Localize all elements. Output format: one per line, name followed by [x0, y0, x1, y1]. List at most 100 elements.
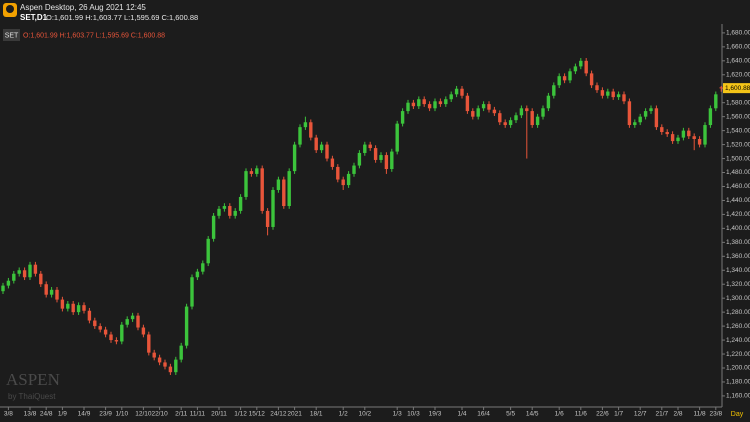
- candle-body: [271, 189, 275, 227]
- candle-body: [654, 108, 659, 128]
- candle-body: [697, 139, 702, 145]
- candle-body: [49, 289, 54, 295]
- candle-body: [17, 270, 21, 274]
- candle-body: [670, 134, 675, 142]
- candle-body: [471, 111, 475, 117]
- app-icon-mark: [6, 5, 14, 13]
- candle-body: [427, 104, 432, 109]
- y-tick-label: 1,360.00: [726, 253, 750, 260]
- x-tick-label: 1/7: [614, 411, 623, 418]
- candle-body: [211, 215, 216, 239]
- candle-body: [168, 366, 173, 373]
- x-tick-label: 22/10: [151, 411, 168, 418]
- candle-body: [616, 94, 621, 98]
- candle-body: [206, 238, 210, 264]
- x-tick-label: 20/11: [211, 411, 227, 418]
- x-tick-label: 1/2: [339, 411, 348, 418]
- candle-body: [595, 85, 599, 91]
- candle-body: [481, 104, 486, 109]
- x-tick-label: 11/11: [190, 411, 206, 418]
- candle-body: [433, 101, 437, 109]
- candle-body: [260, 168, 264, 211]
- candle-body: [217, 208, 221, 216]
- candle-body: [195, 271, 200, 278]
- candle-body: [255, 168, 259, 174]
- candle-body: [681, 130, 686, 138]
- candle-body: [233, 210, 237, 216]
- candle-body: [454, 88, 459, 95]
- candle-body: [141, 327, 146, 335]
- candle-body: [514, 115, 518, 121]
- x-tick-label: 12/7: [634, 411, 647, 418]
- last-price-box: [723, 83, 750, 94]
- legend-symbol: SET: [5, 32, 19, 39]
- candle-body: [1, 285, 5, 292]
- y-tick-label: 1,640.00: [726, 58, 750, 65]
- candle-body: [314, 137, 318, 151]
- candle-body: [476, 108, 480, 117]
- y-tick-label: 1,380.00: [726, 239, 750, 246]
- x-tick-label: 24/8: [40, 411, 53, 418]
- x-tick-label: 10/2: [358, 411, 371, 418]
- y-tick-label: 1,300.00: [726, 295, 750, 302]
- candle-body: [98, 326, 102, 330]
- candle-body: [76, 305, 81, 313]
- candle-body: [71, 303, 75, 313]
- x-tick-label: 11/8: [694, 411, 707, 418]
- candle-body: [368, 144, 372, 149]
- x-tick-label: 3/8: [4, 411, 13, 418]
- candle-body: [55, 289, 59, 300]
- x-tick-label: 1/6: [555, 411, 564, 418]
- x-tick-label: 1/10: [115, 411, 128, 418]
- candle-body: [638, 116, 642, 123]
- x-tick-label: 14/5: [526, 411, 539, 418]
- candle-body: [44, 284, 48, 295]
- candle-body: [265, 210, 270, 227]
- candle-body: [546, 95, 551, 109]
- x-tick-label: 2021: [287, 411, 302, 418]
- x-tick-label: 1/4: [457, 411, 466, 418]
- candle-body: [87, 310, 92, 321]
- candle-body: [120, 324, 124, 342]
- candle-body: [346, 173, 351, 186]
- candle-body: [530, 111, 534, 126]
- candle-body: [660, 127, 664, 133]
- x-tick-label: 19/3: [429, 411, 442, 418]
- period-label: Day: [731, 411, 744, 418]
- candle-body: [449, 94, 453, 100]
- y-tick-label: 1,460.00: [726, 183, 750, 190]
- y-tick-label: 1,500.00: [726, 155, 750, 162]
- candle-body: [330, 158, 335, 167]
- candle-body: [228, 206, 232, 216]
- x-tick-label: 23/9: [99, 411, 112, 418]
- candle-body: [319, 144, 324, 151]
- y-tick-label: 1,260.00: [726, 323, 750, 330]
- candle-body: [363, 144, 367, 153]
- y-tick-label: 1,560.00: [726, 113, 750, 120]
- candle-body: [438, 101, 443, 105]
- candle-body: [276, 179, 281, 190]
- x-tick-label: 1/9: [58, 411, 67, 418]
- candle-body: [508, 120, 513, 126]
- candle-body: [147, 334, 151, 353]
- legend-box: [3, 29, 20, 41]
- x-tick-label: 1/12: [234, 411, 247, 418]
- candle-body: [184, 306, 189, 346]
- y-tick-label: 1,540.00: [726, 127, 750, 134]
- y-tick-label: 1,400.00: [726, 225, 750, 232]
- candle-body: [125, 319, 129, 325]
- x-tick-label: 14/9: [78, 411, 91, 418]
- y-tick-label: 1,480.00: [726, 169, 750, 176]
- candle-body: [406, 102, 410, 112]
- candle-body: [352, 165, 356, 174]
- y-tick-label: 1,320.00: [726, 281, 750, 288]
- y-tick-label: 1,680.00: [726, 30, 750, 37]
- candle-body: [492, 109, 497, 114]
- candle-body: [357, 152, 362, 166]
- candle-body: [606, 91, 610, 96]
- candle-body: [649, 108, 653, 112]
- candle-body: [395, 123, 399, 152]
- candle-body: [282, 179, 286, 207]
- candle-body: [287, 171, 291, 207]
